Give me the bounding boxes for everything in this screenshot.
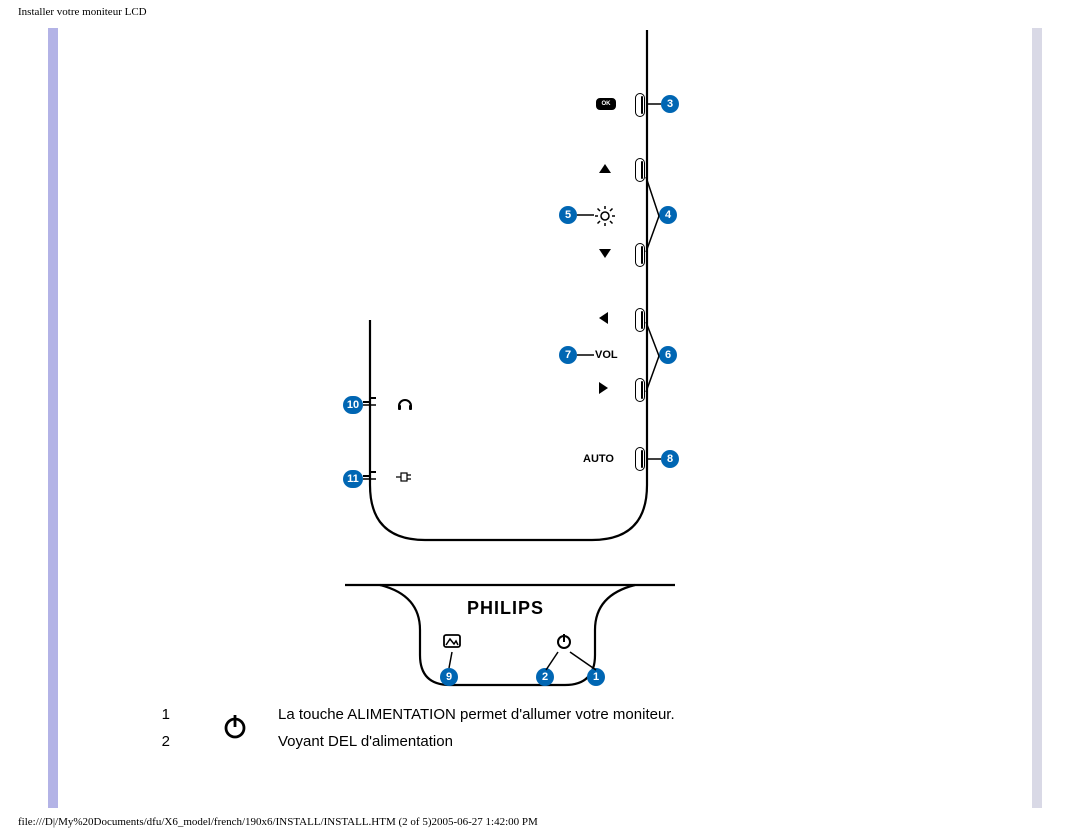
side-outline bbox=[80, 30, 980, 730]
brand-logo: PHILIPS bbox=[467, 598, 544, 619]
desc-text-2: Voyant DEL d'alimentation bbox=[270, 729, 683, 754]
front-outline bbox=[80, 30, 980, 730]
callout-7: 7 bbox=[559, 346, 577, 364]
brightness-icon bbox=[594, 205, 616, 227]
callout-9: 9 bbox=[440, 668, 458, 686]
table-row: 1 La touche ALIMENTATION permet d'allume… bbox=[132, 702, 683, 727]
callout-2: 2 bbox=[536, 668, 554, 686]
callout-5: 5 bbox=[559, 206, 577, 224]
ok-button-side bbox=[635, 93, 645, 117]
ok-label: OK bbox=[596, 98, 616, 110]
controls-description-table: 1 La touche ALIMENTATION permet d'allume… bbox=[130, 700, 685, 756]
callout-11: 11 bbox=[343, 470, 363, 488]
down-button-side bbox=[635, 243, 645, 267]
connector-lines bbox=[80, 30, 980, 730]
power-icon bbox=[555, 632, 573, 650]
page-footer-path: file:///D|/My%20Documents/dfu/X6_model/f… bbox=[18, 816, 538, 828]
sidebar-right-stripe bbox=[1032, 28, 1042, 808]
lightframe-icon bbox=[442, 633, 462, 651]
desc-num-1: 1 bbox=[132, 702, 200, 727]
auto-label: AUTO bbox=[583, 453, 614, 465]
desc-text-1: La touche ALIMENTATION permet d'allumer … bbox=[270, 702, 683, 727]
right-button-side bbox=[635, 378, 645, 402]
left-arrow-icon bbox=[599, 312, 608, 324]
headphone-icon bbox=[397, 396, 413, 417]
adapter-icon bbox=[396, 470, 414, 487]
callout-6: 6 bbox=[659, 346, 677, 364]
left-button-side bbox=[635, 308, 645, 332]
page-header-title: Installer votre moniteur LCD bbox=[18, 6, 147, 18]
right-arrow-icon bbox=[599, 382, 608, 394]
desc-num-2: 2 bbox=[132, 729, 200, 754]
monitor-controls-diagram: PHILIPS OK VOL AUTO bbox=[80, 30, 980, 810]
vol-label: VOL bbox=[595, 349, 618, 361]
callout-10: 10 bbox=[343, 396, 363, 414]
up-arrow-icon bbox=[599, 164, 611, 173]
up-button-side bbox=[635, 158, 645, 182]
callout-4: 4 bbox=[659, 206, 677, 224]
down-arrow-icon bbox=[599, 249, 611, 258]
port-notches bbox=[363, 320, 377, 490]
auto-button-side bbox=[635, 447, 645, 471]
callout-8: 8 bbox=[661, 450, 679, 468]
callout-1: 1 bbox=[587, 668, 605, 686]
callout-3: 3 bbox=[661, 95, 679, 113]
sidebar-left-stripe bbox=[48, 28, 58, 808]
desc-power-icon-cell bbox=[202, 702, 268, 754]
power-icon-large bbox=[221, 712, 249, 740]
